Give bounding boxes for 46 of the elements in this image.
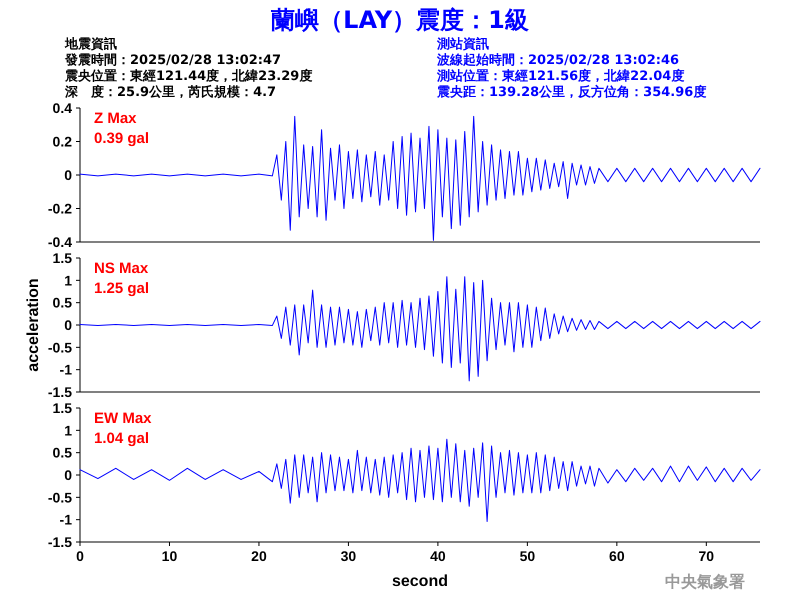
text: 深 度：25.9公里，芮氏規模：4.7 bbox=[64, 84, 276, 100]
text: 測站資訊 bbox=[436, 36, 489, 52]
y-tick-label: 1.5 bbox=[52, 400, 72, 416]
y-tick-label: 0.4 bbox=[52, 100, 72, 116]
y-tick-label: 0 bbox=[64, 167, 72, 183]
y-tick-label: -0.5 bbox=[48, 339, 72, 356]
x-tick-label: 20 bbox=[251, 548, 267, 564]
y-tick-label: 0.5 bbox=[52, 294, 72, 311]
x-tick-label: 0 bbox=[76, 548, 84, 564]
line-series bbox=[80, 276, 760, 382]
text: 波線起始時間：2025/02/28 13:02:46 bbox=[436, 53, 680, 68]
x-tick-label: 10 bbox=[162, 548, 178, 564]
text: 地震資訊 bbox=[64, 36, 117, 52]
annotation: EW Max bbox=[94, 410, 152, 427]
annotation: 1.25 gal bbox=[94, 280, 150, 297]
x-tick-label: 60 bbox=[609, 548, 625, 564]
x-tick-label: 70 bbox=[698, 548, 714, 564]
y-tick-label: 1 bbox=[64, 422, 72, 438]
text: 測站位置：東經121.56度，北緯22.04度 bbox=[436, 68, 684, 84]
chart-title: 蘭嶼（LAY）震度：1級 bbox=[270, 6, 529, 34]
y-tick-label: -0.4 bbox=[48, 234, 72, 250]
text: 震央距：139.28公里，反方位角：354.96度 bbox=[436, 84, 706, 100]
x-tick-label: 30 bbox=[340, 548, 356, 564]
x-axis-title: second bbox=[392, 573, 448, 590]
text: 中央氣象署 bbox=[665, 572, 745, 591]
y-tick-label: 0 bbox=[64, 317, 72, 333]
annotation: 0.39 gal bbox=[94, 130, 150, 147]
y-tick-label: -0.2 bbox=[48, 200, 72, 216]
y-tick-label: 0 bbox=[64, 467, 72, 483]
annotation: 1.04 gal bbox=[94, 430, 150, 447]
y-tick-label: -1 bbox=[60, 362, 72, 378]
x-tick-label: 50 bbox=[520, 548, 536, 564]
y-tick-label: -1.5 bbox=[48, 384, 72, 400]
annotation: Z Max bbox=[94, 110, 138, 127]
y-axis-title: acceleration bbox=[25, 278, 42, 372]
y-tick-label: 1 bbox=[64, 272, 72, 288]
y-tick-label: 0.5 bbox=[52, 444, 72, 461]
text: 發震時間：2025/02/28 13:02:47 bbox=[64, 53, 282, 68]
y-tick-label: 0.2 bbox=[52, 134, 72, 150]
y-tick-label: -0.5 bbox=[48, 489, 72, 506]
x-tick-label: 40 bbox=[430, 548, 446, 564]
annotation: NS Max bbox=[94, 260, 149, 277]
y-tick-label: 1.5 bbox=[52, 250, 72, 266]
y-tick-label: -1 bbox=[60, 512, 72, 528]
text: 震央位置：東經121.44度，北緯23.29度 bbox=[64, 68, 312, 84]
y-tick-label: -1.5 bbox=[48, 534, 72, 550]
